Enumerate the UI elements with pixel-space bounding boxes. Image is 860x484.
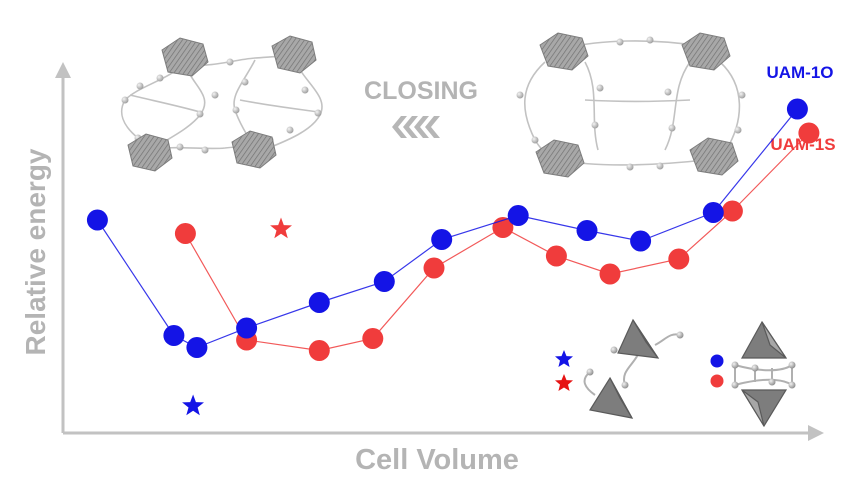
data-point-uam-1s-2 xyxy=(308,340,330,361)
data-point-uam-1o-8 xyxy=(576,220,598,241)
x-axis-label: Cell Volume xyxy=(355,444,519,476)
star-marker-uam-1o xyxy=(182,394,204,416)
data-point-uam-1s-10 xyxy=(798,122,820,144)
data-point-uam-1s-0 xyxy=(174,223,196,244)
y-axis-label: Relative energy xyxy=(20,148,51,355)
data-point-uam-1o-2 xyxy=(186,337,208,358)
data-point-uam-1o-10 xyxy=(702,202,724,223)
plot-area xyxy=(86,98,820,416)
molecule-inset-illustration xyxy=(583,318,796,428)
closed-framework-illustration xyxy=(121,35,323,172)
data-point-uam-1s-6 xyxy=(545,245,567,267)
series-label-uam-1o: UAM-1O xyxy=(766,63,833,82)
data-point-uam-1s-7 xyxy=(599,263,621,285)
data-point-uam-1o-5 xyxy=(373,271,395,292)
data-point-uam-1o-1 xyxy=(163,325,185,346)
closing-annotation: CLOSING xyxy=(364,77,478,105)
data-point-uam-1s-9 xyxy=(721,200,743,222)
data-point-uam-1o-6 xyxy=(431,229,453,250)
data-point-uam-1o-4 xyxy=(308,292,330,313)
series-label-uam-1s: UAM-1S xyxy=(770,135,835,154)
data-point-uam-1o-0 xyxy=(86,209,108,231)
inset-legend xyxy=(555,350,724,391)
y-axis xyxy=(55,62,71,433)
series-line-uam-1o xyxy=(96,108,798,349)
data-point-uam-1o-3 xyxy=(236,317,258,339)
data-point-uam-1s-8 xyxy=(668,248,690,270)
data-point-uam-1s-3 xyxy=(362,328,384,349)
data-point-uam-1o-7 xyxy=(507,205,529,226)
inset-star-blue xyxy=(555,350,573,367)
series-uam-1s xyxy=(174,122,820,361)
inset-dot-blue xyxy=(710,354,724,368)
data-point-uam-1o-9 xyxy=(630,230,652,252)
inset-dot-red xyxy=(710,374,724,388)
star-marker-uam-1s xyxy=(270,217,292,239)
closing-arrows-icon xyxy=(392,116,440,138)
series-uam-1o xyxy=(86,98,808,358)
x-axis xyxy=(63,425,824,441)
open-framework-illustration xyxy=(516,32,746,178)
inset-star-red xyxy=(555,374,573,391)
data-point-uam-1o-11 xyxy=(786,98,808,120)
data-point-uam-1s-4 xyxy=(423,257,445,279)
